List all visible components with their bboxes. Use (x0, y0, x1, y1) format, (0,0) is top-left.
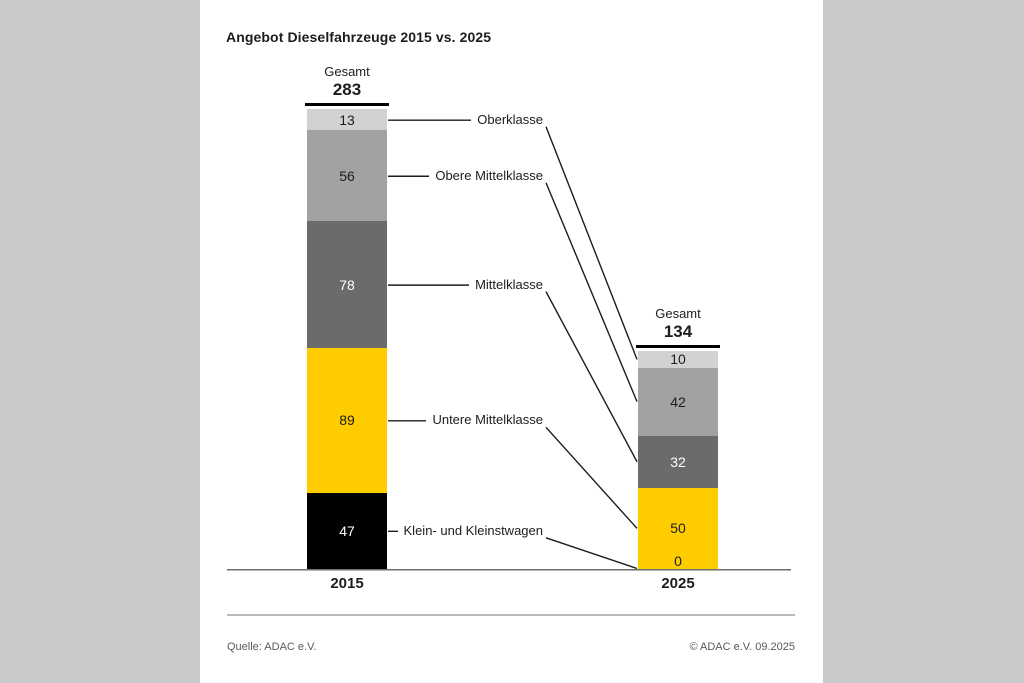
chart-title: Angebot Dieselfahrzeuge 2015 vs. 2025 (226, 29, 492, 45)
segment-value: 50 (670, 520, 686, 537)
segment-value: 32 (670, 453, 686, 470)
total-header-2015: Gesamt 283 (277, 64, 417, 100)
total-header-2025: Gesamt 134 (608, 306, 748, 342)
segment-value: 42 (670, 393, 686, 410)
class-label: Obere Mittelklasse (435, 167, 543, 183)
copyright-note: © ADAC e.V. 09.2025 (689, 641, 795, 653)
segment-value: 10 (670, 351, 686, 368)
total-value: 134 (663, 322, 693, 342)
total-label: Gesamt (324, 64, 370, 80)
bar-segment (307, 109, 387, 131)
segment-value: 78 (339, 276, 355, 293)
bar-segment (638, 351, 718, 368)
class-label: Klein- und Kleinstwagen (403, 522, 543, 538)
bar-segment (307, 348, 387, 493)
year-label-2015: 2015 (330, 575, 364, 592)
segment-value: 89 (339, 412, 355, 429)
segment-value: 56 (339, 167, 355, 184)
bar-segment (307, 221, 387, 348)
class-label: Oberklasse (477, 111, 543, 127)
bar-segment (638, 367, 718, 436)
year-label-2025: 2025 (661, 575, 695, 592)
segment-value: 47 (339, 522, 355, 539)
bar-segment (638, 487, 718, 569)
bar-segment (307, 130, 387, 222)
source-note: Quelle: ADAC e.V. (227, 641, 317, 653)
bar-top-rule-2015 (305, 102, 389, 107)
segment-value: 0 (674, 553, 682, 569)
class-label: Untere Mittelklasse (432, 412, 543, 428)
bar-top-rule-2025 (636, 344, 720, 349)
chart-area: Gesamt 283 13 56 78 89 47 2015 Gesamt 134 10 42 32 50… (200, 0, 823, 683)
chart-canvas: Angebot Dieselfahrzeuge 2015 vs. 2025 Ge… (200, 0, 823, 683)
class-label: Mittelklasse (475, 276, 543, 292)
bar-segment (638, 435, 718, 488)
segment-value: 13 (339, 111, 355, 128)
total-value: 283 (332, 80, 362, 100)
bar-segment (307, 492, 387, 569)
footer-divider (227, 614, 795, 616)
total-label: Gesamt (655, 306, 701, 322)
